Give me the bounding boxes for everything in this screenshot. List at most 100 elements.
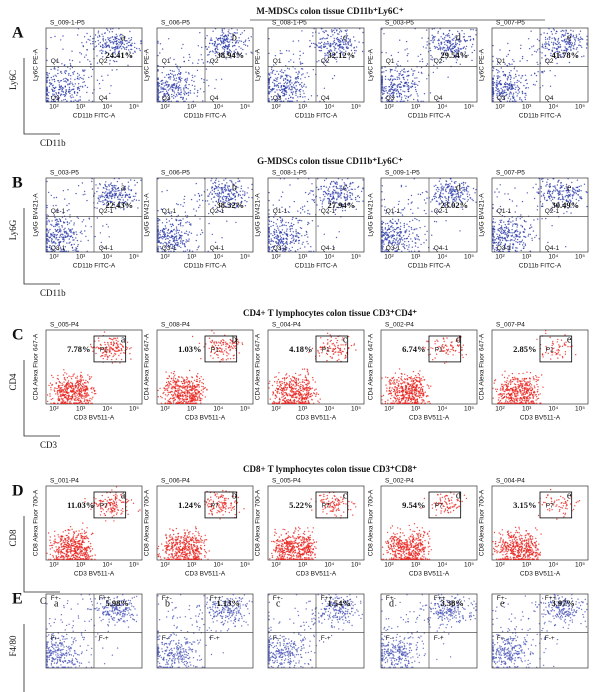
event-dot xyxy=(507,97,509,99)
event-dot xyxy=(198,245,200,247)
event-dot xyxy=(388,89,391,91)
event-dot xyxy=(160,86,162,88)
event-dot xyxy=(492,84,494,86)
event-dot xyxy=(381,28,383,30)
event-dot xyxy=(502,71,504,73)
x-axis-label: CD11b FITC-A xyxy=(408,113,451,120)
event-dot xyxy=(383,240,385,242)
event-dot xyxy=(186,249,189,251)
event-dot xyxy=(324,55,326,57)
event-dot xyxy=(337,194,339,196)
event-dot xyxy=(111,47,114,50)
event-dot xyxy=(295,78,298,80)
event-dot xyxy=(196,95,198,97)
gate-label: Q3 xyxy=(386,95,395,102)
event-dot xyxy=(413,250,416,252)
event-dot xyxy=(560,30,562,33)
event-dot xyxy=(390,230,392,233)
event-dot xyxy=(413,178,415,180)
event-dot xyxy=(405,238,407,240)
event-dot xyxy=(503,91,506,94)
event-dot xyxy=(276,234,279,237)
event-dot xyxy=(498,71,500,73)
event-dot xyxy=(301,30,303,32)
event-dot xyxy=(128,196,131,199)
event-dot xyxy=(299,93,301,96)
event-dot xyxy=(397,96,399,98)
event-dot xyxy=(177,245,179,247)
event-dot xyxy=(295,217,297,220)
event-dot xyxy=(408,96,410,98)
event-dot xyxy=(418,80,420,83)
event-dot xyxy=(554,75,556,77)
event-dot xyxy=(417,55,419,57)
event-dot xyxy=(107,74,109,76)
event-dot xyxy=(442,60,445,63)
gate-label: Q3-1 xyxy=(162,245,177,252)
event-dot xyxy=(276,84,278,86)
event-dot xyxy=(561,190,563,192)
event-dot xyxy=(497,69,499,72)
event-dot xyxy=(65,250,68,252)
event-dot xyxy=(414,28,416,30)
event-dot xyxy=(556,43,558,46)
event-dot xyxy=(401,236,403,239)
event-dot xyxy=(82,78,85,80)
event-dot xyxy=(390,235,392,237)
event-dot xyxy=(271,70,274,72)
event-dot xyxy=(66,79,69,81)
event-dot xyxy=(492,220,494,223)
event-dot xyxy=(358,41,360,43)
event-dot xyxy=(165,80,167,82)
event-dot xyxy=(161,79,163,82)
event-dot xyxy=(104,195,107,197)
event-dot xyxy=(116,35,118,37)
event-dot xyxy=(49,236,51,239)
panel-letter: a xyxy=(121,182,126,193)
event-dot xyxy=(519,236,521,238)
event-dot xyxy=(106,186,108,188)
event-dot xyxy=(388,235,390,238)
event-dot xyxy=(161,48,164,50)
event-dot xyxy=(324,64,327,67)
event-dot xyxy=(533,219,535,221)
event-dot xyxy=(521,239,524,241)
event-dot xyxy=(349,185,351,187)
event-dot xyxy=(512,97,514,99)
event-dot xyxy=(118,55,121,57)
event-dot xyxy=(311,199,313,201)
event-dot xyxy=(102,40,105,42)
event-dot xyxy=(310,190,312,192)
event-dot xyxy=(507,42,509,45)
event-dot xyxy=(408,250,410,252)
event-dot xyxy=(414,86,416,89)
event-dot xyxy=(414,70,416,72)
event-dot xyxy=(101,52,103,54)
event-dot xyxy=(203,79,205,81)
event-dot xyxy=(56,234,58,236)
event-dot xyxy=(515,75,517,78)
event-dot xyxy=(163,236,165,238)
event-dot xyxy=(290,86,293,88)
event-dot xyxy=(398,242,400,244)
event-dot xyxy=(521,91,524,93)
event-dot xyxy=(346,193,348,196)
event-dot xyxy=(184,91,186,93)
event-dot xyxy=(389,242,392,244)
y-axis-label: Ly6G BV421-A xyxy=(33,193,40,237)
event-dot xyxy=(272,240,275,243)
event-dot xyxy=(554,39,556,41)
event-dot xyxy=(541,178,543,180)
event-dot xyxy=(530,224,532,226)
event-dot xyxy=(58,92,60,95)
event-dot xyxy=(214,42,217,44)
event-dot xyxy=(510,86,512,88)
event-dot xyxy=(282,191,284,193)
event-dot xyxy=(463,46,465,48)
event-dot xyxy=(362,200,364,202)
event-dot xyxy=(291,227,293,230)
event-dot xyxy=(52,86,55,89)
event-dot xyxy=(517,230,519,233)
event-dot xyxy=(450,192,452,195)
event-dot xyxy=(52,232,54,234)
